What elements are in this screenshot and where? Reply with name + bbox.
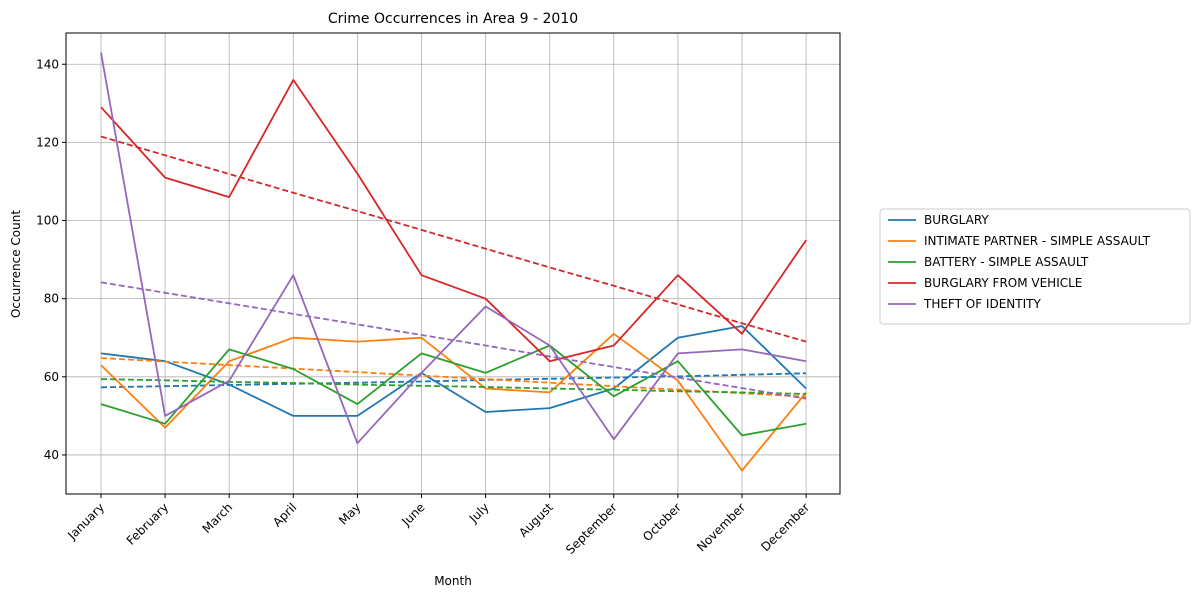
series-line-3 (100, 79, 807, 363)
legend: BURGLARY INTIMATE PARTNER - SIMPLE ASSAUL… (879, 208, 1191, 325)
chart-title: Crime Occurrences in Area 9 - 2010 (328, 11, 578, 27)
y-tick-label: 100 (36, 214, 59, 228)
series-line-0 (100, 325, 807, 417)
y-tick-label: 140 (36, 57, 59, 71)
x-tick-label: June (399, 500, 428, 529)
x-tick-label: November (694, 500, 748, 554)
x-tick-label: March (200, 500, 236, 536)
x-tick-label: February (124, 500, 172, 548)
y-tick-label: 60 (44, 370, 59, 384)
x-tick-label: April (270, 500, 299, 529)
y-tick-label: 40 (44, 448, 59, 462)
plot-area: January February March April May June July Augu… (36, 32, 841, 557)
trend-line-0 (100, 372, 807, 389)
y-tick-label: 120 (36, 135, 59, 149)
legend-label: INTIMATE PARTNER - SIMPLE ASSAULT (924, 234, 1151, 248)
trend-line-3 (100, 135, 807, 343)
x-tick-label: May (336, 500, 363, 527)
legend-label: BATTERY - SIMPLE ASSAULT (924, 255, 1089, 269)
series-line-2 (100, 344, 807, 437)
x-tick-label: January (64, 500, 107, 543)
trend-line-1 (100, 357, 807, 398)
series-line-4 (100, 52, 807, 445)
x-tick-label: September (563, 500, 620, 557)
y-tick-label: 80 (44, 292, 59, 306)
y-axis-title: Occurrence Count (9, 210, 23, 318)
legend-label: BURGLARY FROM VEHICLE (924, 276, 1082, 290)
legend-box (879, 208, 1191, 325)
x-tick-label: August (516, 500, 556, 540)
x-tick-label: July (466, 500, 492, 526)
x-axis-title: Month (434, 574, 472, 588)
x-tick-label: December (758, 500, 812, 554)
series-line-1 (100, 332, 807, 472)
legend-label: THEFT OF IDENTITY (923, 297, 1041, 311)
x-tick-label: October (640, 500, 684, 544)
trend-line-2 (100, 378, 807, 395)
axes-frame (65, 32, 841, 495)
legend-label: BURGLARY (924, 213, 989, 227)
trend-line-4 (100, 281, 807, 400)
